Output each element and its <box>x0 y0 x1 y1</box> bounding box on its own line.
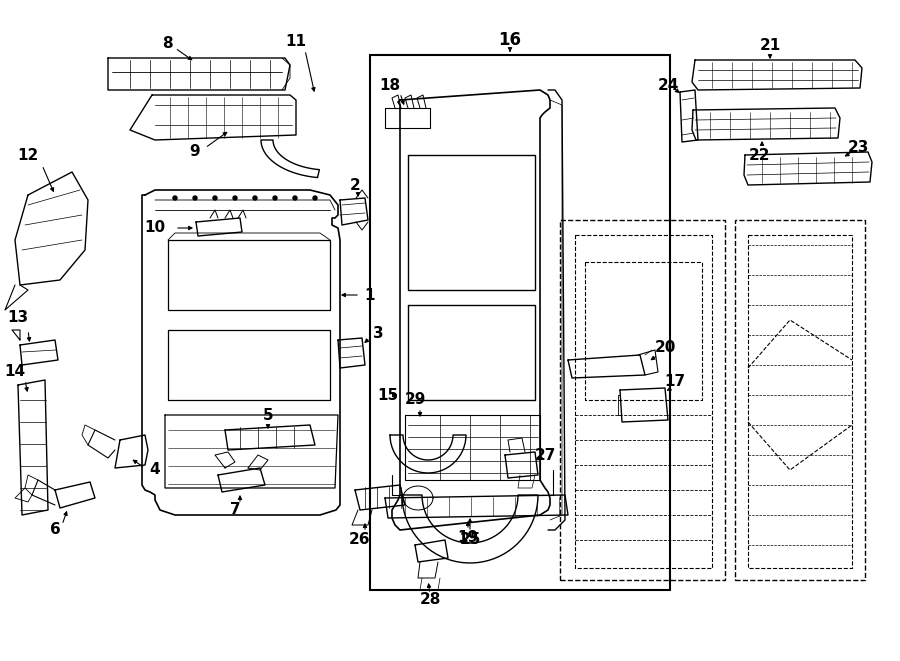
Circle shape <box>293 196 297 200</box>
Text: 6: 6 <box>50 522 60 537</box>
Text: 16: 16 <box>499 31 521 49</box>
Text: 2: 2 <box>349 178 360 192</box>
Text: 17: 17 <box>664 375 686 389</box>
Text: 21: 21 <box>760 38 780 52</box>
Text: 7: 7 <box>230 502 240 518</box>
Text: 22: 22 <box>749 147 770 163</box>
Circle shape <box>233 196 237 200</box>
Circle shape <box>253 196 257 200</box>
Circle shape <box>213 196 217 200</box>
Circle shape <box>273 196 277 200</box>
Text: 11: 11 <box>285 34 307 50</box>
Text: 19: 19 <box>457 531 479 545</box>
Text: 26: 26 <box>349 533 371 547</box>
Circle shape <box>173 196 177 200</box>
Text: 15: 15 <box>377 387 399 403</box>
Text: 8: 8 <box>162 36 172 50</box>
Text: 18: 18 <box>380 77 400 93</box>
Circle shape <box>193 196 197 200</box>
Text: 3: 3 <box>373 325 383 340</box>
Circle shape <box>313 196 317 200</box>
Text: 24: 24 <box>657 77 679 93</box>
Text: 9: 9 <box>190 145 201 159</box>
Text: 23: 23 <box>847 141 868 155</box>
Text: 13: 13 <box>7 311 29 325</box>
Text: 1: 1 <box>364 288 375 303</box>
Bar <box>560 220 725 580</box>
Bar <box>370 55 670 590</box>
Text: 14: 14 <box>4 364 25 379</box>
Text: 29: 29 <box>404 393 426 407</box>
Text: 27: 27 <box>535 447 555 463</box>
Text: 5: 5 <box>263 407 274 422</box>
Text: 12: 12 <box>17 147 39 163</box>
Text: 20: 20 <box>654 340 676 356</box>
Text: 28: 28 <box>419 592 441 607</box>
Text: 25: 25 <box>459 533 481 547</box>
Text: 10: 10 <box>144 221 166 235</box>
Text: 4: 4 <box>149 463 160 477</box>
Bar <box>735 220 865 580</box>
